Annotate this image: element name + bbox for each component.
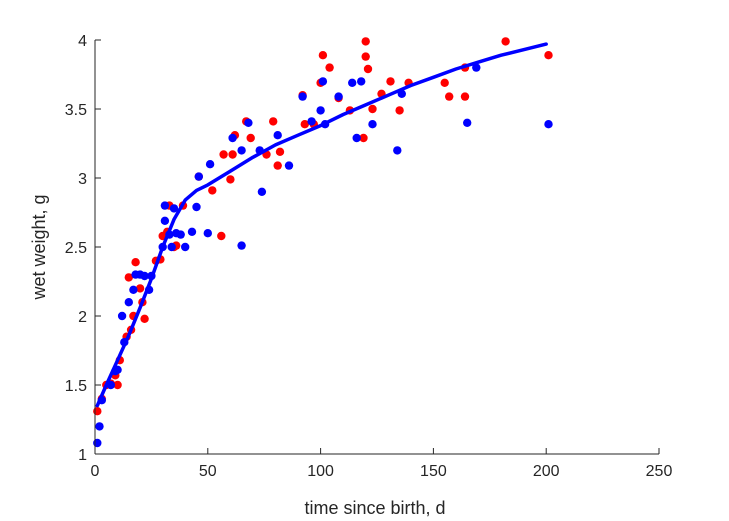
chart-axes: 0 50 100 150 200 250 1 1.5 2 2.5 3 3.5 4: [65, 33, 673, 480]
data-point: [363, 64, 373, 74]
data-point: [316, 106, 325, 115]
data-point: [334, 92, 343, 101]
data-point: [244, 118, 253, 128]
x-tick-label: 150: [420, 463, 447, 480]
data-point: [357, 77, 366, 86]
data-point: [348, 78, 357, 88]
data-point: [307, 117, 316, 126]
data-point: [203, 229, 212, 238]
data-point: [284, 161, 294, 170]
x-tick-label: 100: [307, 463, 334, 480]
data-point: [205, 160, 215, 169]
data-point: [217, 231, 226, 241]
y-tick-label: 1.5: [65, 378, 87, 395]
data-point: [160, 216, 170, 225]
data-point: [176, 230, 185, 239]
data-point: [359, 133, 368, 143]
data-point: [273, 161, 282, 170]
data-point: [169, 204, 179, 213]
data-point: [368, 104, 377, 114]
x-axis-label: time since birth, d: [304, 498, 445, 518]
data-point: [187, 227, 197, 236]
data-point: [124, 273, 133, 282]
data-point: [237, 241, 246, 250]
data-point: [501, 37, 510, 46]
data-point: [192, 202, 201, 212]
data-point: [440, 78, 449, 88]
data-point: [219, 150, 228, 159]
data-point: [160, 201, 170, 210]
data-point: [131, 258, 140, 267]
data-point: [269, 117, 278, 126]
data-point: [544, 51, 553, 60]
data-point: [298, 92, 307, 101]
data-point: [325, 63, 334, 72]
data-point: [167, 242, 176, 252]
x-tick-label: 250: [646, 463, 673, 480]
data-point: [544, 120, 553, 129]
x-tick-label: 0: [91, 463, 100, 480]
data-point: [194, 172, 203, 181]
data-point: [257, 187, 267, 196]
data-point: [318, 51, 328, 60]
data-point: [95, 422, 104, 431]
data-point: [395, 106, 404, 115]
data-point: [361, 52, 370, 61]
y-tick-label: 3.5: [65, 102, 87, 119]
data-point: [275, 147, 285, 156]
data-point: [368, 120, 377, 129]
data-point: [246, 133, 255, 143]
data-point: [273, 131, 282, 140]
y-tick-label: 3: [78, 171, 87, 188]
y-axis-label: wet weight, g: [29, 194, 49, 300]
chart-marks: [93, 37, 553, 448]
data-point: [460, 92, 470, 101]
data-point: [93, 438, 102, 448]
x-tick-label: 200: [533, 463, 560, 480]
data-point: [472, 63, 481, 72]
data-point: [140, 314, 149, 323]
data-point: [300, 120, 309, 129]
fit-curve: [95, 42, 548, 408]
y-tick-label: 4: [78, 33, 87, 50]
data-point: [140, 271, 149, 281]
data-point: [226, 175, 235, 184]
data-point: [135, 284, 145, 293]
data-point: [445, 92, 454, 101]
data-point: [93, 407, 102, 416]
data-point: [129, 285, 138, 294]
data-point: [181, 242, 190, 252]
data-point: [208, 186, 217, 195]
data-point: [228, 133, 237, 143]
y-tick-label: 2.5: [65, 240, 87, 257]
data-point: [393, 146, 402, 155]
data-point: [463, 118, 472, 128]
data-point: [352, 133, 361, 143]
data-point: [228, 150, 237, 159]
data-point: [318, 77, 328, 86]
data-point: [117, 311, 127, 321]
y-tick-label: 2: [78, 309, 87, 326]
data-point: [124, 298, 133, 307]
data-point: [113, 380, 122, 390]
data-point: [386, 77, 395, 86]
y-tick-label: 1: [78, 447, 87, 464]
x-tick-label: 50: [199, 463, 217, 480]
data-point: [237, 146, 246, 155]
data-point: [361, 37, 370, 46]
